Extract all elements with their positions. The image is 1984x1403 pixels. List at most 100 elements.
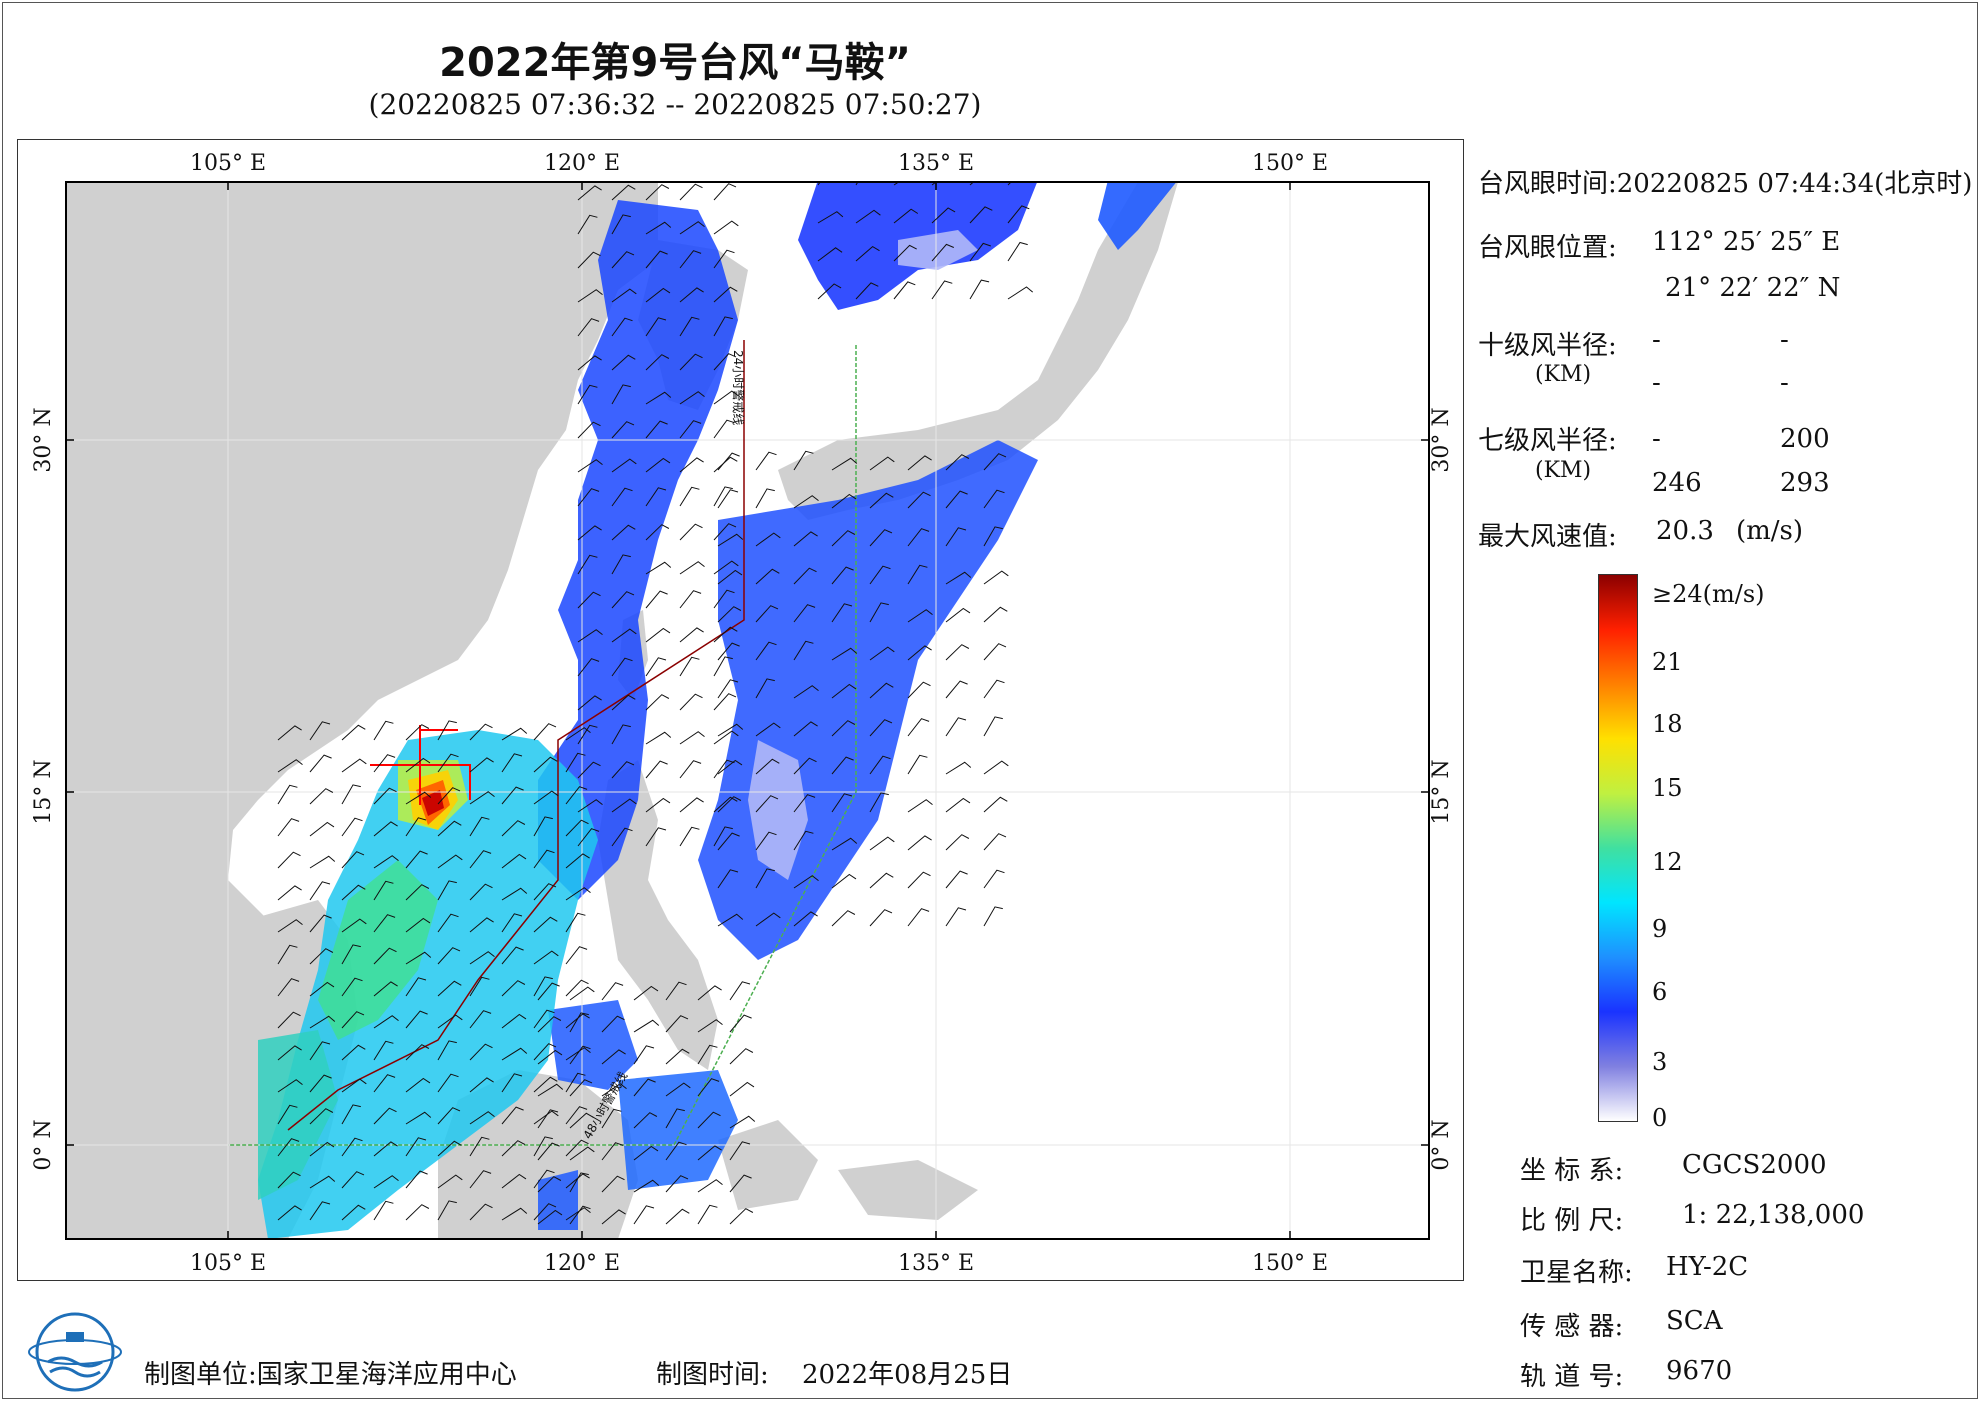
wind-barbs <box>277 182 1034 1225</box>
wind-barb <box>869 719 893 737</box>
wind-barb <box>601 1083 627 1097</box>
wind-barb <box>717 723 744 737</box>
wind-barb <box>645 420 668 439</box>
wind-barb <box>831 603 853 623</box>
wind-barb <box>537 1049 563 1065</box>
wind-barb <box>679 183 703 201</box>
wind-barb <box>405 817 427 837</box>
wind-barb <box>793 685 819 699</box>
wind-barb <box>469 1043 493 1061</box>
r7-value-nw: 293 <box>1780 468 1830 498</box>
wind-barb <box>565 946 588 965</box>
wind-barb <box>577 629 603 643</box>
land-mainland <box>66 182 658 1239</box>
wind-barb <box>713 486 733 507</box>
wind-barb <box>665 1082 691 1097</box>
lon-label-135-bottom: 135° E <box>898 1251 974 1276</box>
wind-field-map[interactable]: 105° E 120° E 135° E 150° E 105° E 120° … <box>18 140 1465 1282</box>
wind-barb <box>309 788 334 805</box>
wind-barb <box>907 908 930 927</box>
wind-barb <box>755 641 777 661</box>
wind-barb <box>577 289 603 303</box>
wind-barb <box>437 1014 463 1029</box>
wind-barb <box>931 280 953 300</box>
wind-barb <box>469 1010 492 1029</box>
wind-barb <box>341 884 366 901</box>
wind-barb <box>611 487 633 507</box>
wind-barb <box>983 606 1008 623</box>
wind-barb <box>907 718 930 737</box>
wind-barb <box>633 1112 658 1129</box>
wind-barb <box>373 1074 396 1093</box>
wind-barb <box>983 679 1005 699</box>
wind-barb <box>679 731 705 745</box>
wind-barb <box>945 870 968 889</box>
wind-barb <box>633 1205 655 1225</box>
wind-barb <box>907 491 931 509</box>
wind-barb <box>729 1141 751 1161</box>
typhoon-eye-marker[interactable] <box>370 725 471 805</box>
wind-barb <box>437 980 462 997</box>
wind-barb <box>831 566 854 585</box>
wind-barb <box>565 1047 591 1061</box>
colorbar-label-6: 6 <box>1652 978 1668 1006</box>
wind-barb <box>983 716 1003 737</box>
wind-barb <box>907 835 932 851</box>
wind-barb <box>869 565 891 585</box>
eye-lat-value: 21° 22′ 22″ N <box>1665 273 1841 303</box>
wind-barb <box>309 981 335 997</box>
lat-label-0-left: 0° N <box>31 1119 56 1170</box>
scale-value: 1: 22,138,000 <box>1682 1200 1865 1230</box>
wind-barb <box>907 528 930 547</box>
wind-barb <box>601 1015 625 1033</box>
wind-barb <box>469 850 492 869</box>
wind-barb <box>341 944 361 965</box>
wind-barb <box>717 606 742 623</box>
wind-barb <box>277 1104 298 1125</box>
wind-barb <box>611 317 633 337</box>
wind-barb <box>713 626 738 643</box>
wind-barb <box>983 526 1003 547</box>
wind-barb <box>533 1110 559 1125</box>
wind-barb <box>373 821 398 837</box>
map-border <box>65 181 1430 1240</box>
wind-barb <box>569 1205 591 1225</box>
wind-barb <box>577 724 598 745</box>
wind-barb <box>405 1170 428 1189</box>
eye-lon-value: 112° 25′ 25″ E <box>1652 227 1841 257</box>
wind-barb <box>855 209 881 224</box>
wind-barb <box>755 488 775 509</box>
wind-barb <box>931 243 954 262</box>
wind-barb <box>645 184 670 201</box>
wind-barb <box>869 492 894 509</box>
wind-barb <box>537 1109 559 1129</box>
wind-barb <box>469 1111 495 1125</box>
wind-barb <box>713 316 733 337</box>
wind-barb <box>713 523 737 541</box>
wind-barb <box>537 1209 563 1225</box>
footer-unit-value: 国家卫星海洋应用中心 <box>256 1360 517 1390</box>
wind-barb <box>569 1079 593 1097</box>
wind-barb <box>437 753 459 773</box>
warning-line-24h <box>287 340 745 1131</box>
wind-barb <box>713 656 733 677</box>
wind-barb <box>717 832 740 851</box>
lat-label-15-right: 15° N <box>1429 759 1454 824</box>
satellite-value: HY-2C <box>1666 1252 1749 1282</box>
warning-24h-label: 24小时警戒线 <box>731 350 746 425</box>
wind-barb <box>277 818 300 837</box>
wind-barb <box>469 1203 493 1221</box>
wind-barb <box>533 950 559 965</box>
wind-barb <box>569 1146 595 1161</box>
lat-label-30-right: 30° N <box>1429 407 1454 472</box>
wind-barb <box>945 454 970 471</box>
wind-barb <box>405 791 432 805</box>
wind-barb <box>437 1140 462 1157</box>
wind-barb <box>501 1106 524 1125</box>
wind-barb <box>601 982 624 1001</box>
wind-barb <box>533 723 557 741</box>
wind-barb <box>277 919 303 933</box>
wind-barb <box>437 1040 457 1061</box>
wind-barb <box>277 1138 300 1157</box>
crs-label: 坐 标 系: <box>1520 1156 1624 1186</box>
